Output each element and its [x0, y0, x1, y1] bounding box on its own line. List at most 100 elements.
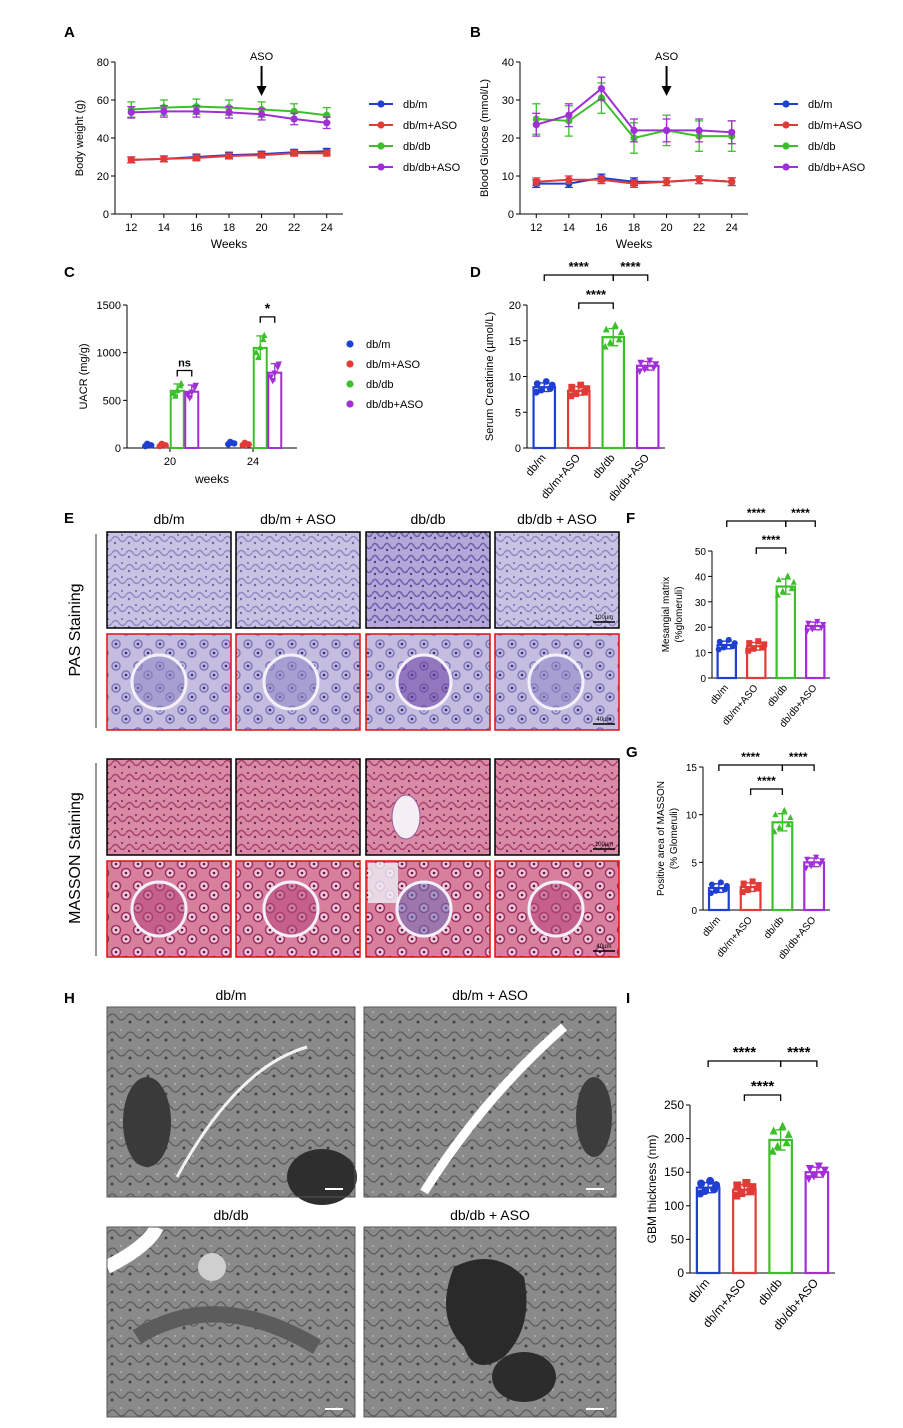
tem-layer: db/m db/m + ASO db/db db/db + ASO: [103, 987, 617, 1418]
histology-frame: [235, 758, 361, 856]
data-point: [769, 1126, 778, 1135]
glomerulus: [395, 653, 453, 711]
data-point: [740, 880, 747, 887]
bar: [805, 624, 826, 680]
data-point: [192, 154, 201, 162]
data-point: [755, 638, 762, 645]
histology-frame: [106, 758, 232, 856]
x-tick-label: 24: [321, 222, 333, 234]
histology-frame: [235, 860, 361, 958]
data-point: [746, 1187, 755, 1196]
histology-frame: [235, 531, 361, 629]
data-point: [750, 645, 757, 652]
data-point: [227, 438, 234, 446]
significance-bracket: [176, 369, 193, 377]
data-point: [761, 641, 768, 648]
scale-bar-label: 40µm: [596, 944, 611, 950]
data-point: [733, 1181, 742, 1190]
data-point: [611, 321, 619, 329]
data-point: [636, 368, 644, 376]
data-point: [602, 325, 610, 333]
y-tick-label: 10: [502, 171, 514, 183]
scale-bar-label: 100µm: [595, 842, 613, 848]
significance-label: ****: [569, 259, 590, 274]
x-axis-label: weeks: [194, 472, 229, 486]
panel-label-f: F: [626, 510, 636, 527]
data-point: [748, 1183, 757, 1192]
data-point: [813, 854, 820, 861]
glomerulus: [262, 880, 320, 938]
data-point: [662, 126, 671, 134]
data-point: [241, 439, 248, 447]
data-point: [577, 381, 585, 389]
data-point: [782, 1138, 791, 1147]
data-point: [712, 1181, 721, 1190]
data-point: [696, 1189, 705, 1198]
y-tick-label: 100: [664, 1199, 684, 1213]
y-axis-label: Serum Creatinine (µmol/L): [484, 312, 496, 441]
bar: [803, 861, 826, 912]
data-point: [753, 885, 760, 892]
gbm-line: [175, 1045, 308, 1178]
data-point: [817, 861, 824, 868]
x-axis-label: Weeks: [616, 237, 652, 251]
histology-image: [366, 532, 490, 628]
data-point: [819, 858, 826, 865]
legend-marker: [346, 340, 354, 348]
x-tick-label: 24: [726, 222, 738, 234]
tem-title: db/db + ASO: [450, 1207, 530, 1223]
data-point: [708, 881, 715, 888]
data-point: [260, 335, 267, 343]
bar-chart-d: 0 5 10 15 20 Serum Creatinine (µmol/L) db/m db/…: [484, 259, 665, 504]
red-blood-cell: [287, 1149, 357, 1205]
y-tick-label: 10: [695, 649, 707, 660]
data-point: [160, 107, 168, 115]
significance-bracket: [749, 788, 784, 795]
histology-frame: [365, 633, 491, 731]
aso-annotation: ASO: [250, 51, 274, 63]
legend-marker: [346, 360, 354, 368]
y-tick-label: 200: [664, 1132, 684, 1146]
tem-frame: [363, 1006, 617, 1198]
x-axis-label: Weeks: [211, 237, 247, 251]
data-point: [745, 647, 752, 654]
red-blood-cell: [492, 1352, 556, 1402]
vessel-lumen: [391, 794, 421, 840]
legend-marker: [782, 142, 790, 150]
y-tick-label: 0: [115, 443, 121, 455]
data-point: [717, 879, 724, 886]
data-point: [565, 111, 573, 119]
bar: [775, 585, 796, 680]
line-chart-a: 0 20 40 60 80 12 14 16 18 20 22 24 Weeks Body weight …: [74, 51, 461, 251]
legend-label: db/m+ASO: [808, 120, 863, 132]
legend-label: db/db+ASO: [366, 399, 424, 411]
data-point: [257, 110, 266, 118]
significance-label: ****: [586, 287, 607, 302]
data-point: [715, 646, 722, 653]
significance-label: ****: [757, 774, 776, 788]
data-point: [707, 890, 714, 897]
data-point: [160, 155, 168, 163]
data-point: [804, 628, 811, 635]
data-point: [192, 107, 201, 115]
legend-label: db/m: [808, 99, 832, 111]
masson-staining-label: MASSON Staining: [67, 792, 84, 924]
bar: [566, 389, 591, 450]
histology-frame: [494, 758, 620, 856]
data-point: [804, 856, 811, 863]
histology-image: [236, 532, 360, 628]
panel-label-a: A: [64, 24, 75, 41]
histology-image: [495, 532, 619, 628]
scale-bar-label: 40µm: [596, 717, 611, 723]
capillary-lumen: [103, 1223, 164, 1274]
data-point: [630, 180, 638, 188]
significance-label: ****: [747, 506, 766, 520]
data-point: [739, 889, 746, 896]
y-tick-label: 500: [103, 395, 121, 407]
y-axis-label: (% Glomeruli): [669, 808, 680, 869]
significance-label: ****: [789, 750, 808, 764]
data-point: [597, 85, 606, 93]
x-tick-label: 22: [693, 222, 705, 234]
x-tick-label: 14: [563, 222, 575, 234]
